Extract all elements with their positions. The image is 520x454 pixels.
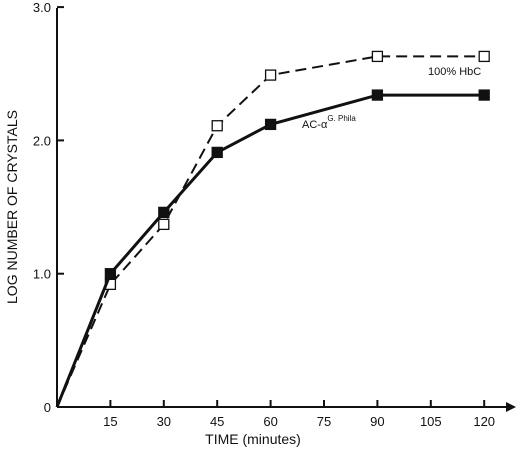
x-axis-title: TIME (minutes) <box>205 431 301 447</box>
x-tick-label: 75 <box>317 414 331 429</box>
series-label-ac-superscript: G. Phila <box>327 114 356 123</box>
filled-square-marker <box>371 89 384 101</box>
series-label-hbc: 100% HbC <box>428 66 481 78</box>
open-square-marker <box>158 218 170 231</box>
y-tick-label: 1.0 <box>33 267 51 282</box>
series-ac <box>55 89 490 408</box>
filled-square-marker <box>264 118 277 131</box>
x-tick-label: 105 <box>420 414 442 429</box>
x-tick-label: 60 <box>263 414 277 429</box>
x-tick-label: 15 <box>103 414 117 429</box>
series-hbc <box>56 50 490 408</box>
x-tick-label: 120 <box>473 414 495 429</box>
y-tick-label: 0 <box>44 400 51 415</box>
open-square-marker <box>371 50 384 63</box>
filled-square-marker <box>104 268 117 280</box>
x-tick-label: 30 <box>157 414 171 429</box>
y-axis-ticks: 0 1.0 2.0 3.0 <box>33 0 64 415</box>
series-label-ac: AC-αG. Phila <box>302 114 356 131</box>
x-tick-label: 90 <box>370 414 384 429</box>
y-tick-label: 2.0 <box>33 133 51 148</box>
filled-square-marker <box>211 146 223 159</box>
open-square-marker <box>264 69 277 81</box>
series-line <box>55 93 485 408</box>
y-tick-label: 3.0 <box>33 0 51 15</box>
series-line <box>56 55 485 408</box>
filled-square-marker <box>478 89 490 101</box>
x-tick-label: 45 <box>210 414 224 429</box>
open-square-marker <box>211 120 223 132</box>
series-label-ac-main: AC-α <box>302 119 328 131</box>
filled-square-marker <box>158 206 170 219</box>
series-layer <box>55 50 490 408</box>
y-axis-title: LOG NUMBER OF CRYSTALS <box>4 110 20 304</box>
x-axis-ticks: 15 30 45 60 75 90 105 120 <box>103 400 495 429</box>
x-axis-arrow-icon <box>506 402 516 412</box>
open-square-marker <box>478 50 490 63</box>
